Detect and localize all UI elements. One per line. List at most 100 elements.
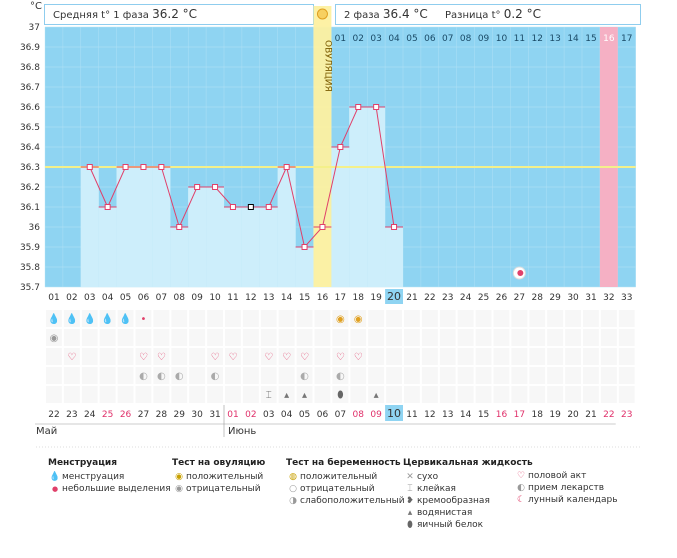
legend-label: небольшие выделения bbox=[62, 484, 171, 494]
temperature-point bbox=[122, 164, 129, 170]
symptom-cell bbox=[493, 310, 510, 327]
symptom-cell bbox=[421, 348, 438, 365]
date-label: 25 bbox=[102, 410, 113, 420]
symptom-cell bbox=[493, 329, 510, 346]
phase2-summary: 2 фаза 36.4 °C Разница t° 0.2 °C bbox=[335, 4, 641, 25]
egg-white-icon: ⬮ bbox=[407, 520, 413, 530]
date-label: 28 bbox=[156, 410, 168, 420]
symptom-cell bbox=[260, 329, 277, 346]
symptom-cell bbox=[475, 386, 492, 403]
heart-icon: ♡ bbox=[139, 352, 148, 363]
egg-white-icon: ⬮ bbox=[337, 390, 343, 401]
symptom-cell bbox=[600, 329, 617, 346]
temperature-bar bbox=[259, 207, 278, 287]
phase1-value: 36.2 °C bbox=[152, 7, 198, 21]
legend-label: сухо bbox=[417, 472, 439, 482]
temperature-point bbox=[265, 204, 272, 210]
cycle-day-label: 16 bbox=[317, 293, 329, 303]
symptom-cell bbox=[583, 348, 599, 365]
temperature-point bbox=[176, 224, 183, 230]
legend-label: положительный bbox=[300, 472, 378, 482]
date-label: 13 bbox=[442, 410, 453, 420]
symptom-cell bbox=[404, 367, 420, 384]
symptom-cell bbox=[600, 367, 617, 384]
symptom-cell bbox=[547, 386, 564, 403]
legend-item: ✕ сухо bbox=[403, 471, 533, 483]
watery-icon: ▴ bbox=[374, 390, 379, 401]
cycle-day-label: 26 bbox=[496, 293, 508, 303]
temperature-bar bbox=[349, 107, 368, 287]
symptom-cell bbox=[439, 348, 456, 365]
symptom-cell bbox=[171, 329, 188, 346]
symptom-cell bbox=[207, 367, 223, 384]
menstruation-icon: 💧 bbox=[48, 312, 60, 325]
legend-cervical: Цервикальная жидкость ✕ сухо ⌶ клейкая ❥ кр… bbox=[403, 458, 533, 531]
symptom-cell bbox=[600, 310, 617, 327]
symptom-cell bbox=[332, 367, 349, 384]
temperature-point bbox=[140, 164, 147, 170]
symptom-cell bbox=[296, 310, 313, 327]
symptom-cell bbox=[565, 348, 581, 365]
phase2-day-label: 02 bbox=[353, 34, 364, 44]
symptom-cell bbox=[350, 348, 367, 365]
symptom-cell bbox=[314, 348, 331, 365]
temperature-point bbox=[229, 204, 236, 210]
symptom-cell bbox=[457, 367, 474, 384]
symptom-cell bbox=[81, 348, 98, 365]
symptom-cell bbox=[529, 348, 546, 365]
symptom-cell bbox=[547, 367, 564, 384]
legend-title: Цервикальная жидкость bbox=[403, 458, 533, 468]
symptom-cell bbox=[135, 367, 152, 384]
phase2-day-label: 03 bbox=[370, 34, 381, 44]
cycle-day-label: 14 bbox=[281, 293, 293, 303]
legend-label: половой акт bbox=[528, 471, 587, 481]
symptom-cell bbox=[81, 367, 98, 384]
phase2-label: 2 фаза bbox=[344, 10, 380, 21]
y-tick-label: 36.3 bbox=[20, 163, 40, 173]
cycle-day-label: 13 bbox=[263, 293, 274, 303]
symptom-cell bbox=[350, 386, 367, 403]
pill-icon: ◐ bbox=[139, 371, 148, 382]
phase2-day-label: 11 bbox=[514, 34, 525, 44]
phase2-value: 36.4 °C bbox=[382, 7, 428, 21]
phase2-day-label: 08 bbox=[460, 34, 472, 44]
creamy-icon: ❥ bbox=[406, 496, 414, 506]
temperature-bar bbox=[224, 207, 242, 287]
preg-positive-icon: ◍ bbox=[289, 472, 297, 482]
cycle-day-label: 32 bbox=[603, 293, 614, 303]
symptom-cell bbox=[189, 310, 206, 327]
date-label: 21 bbox=[585, 410, 596, 420]
ovulation-positive-icon: ◉ bbox=[354, 314, 363, 325]
date-label: 15 bbox=[478, 410, 489, 420]
temperature-point bbox=[391, 224, 398, 230]
date-label: 18 bbox=[532, 410, 544, 420]
symptom-cell bbox=[278, 367, 295, 384]
symptom-cell bbox=[189, 329, 206, 346]
symptom-cell bbox=[583, 329, 599, 346]
phase2-day-label: 04 bbox=[388, 34, 400, 44]
date-label: 26 bbox=[120, 410, 132, 420]
symptom-cell bbox=[63, 386, 80, 403]
heart-icon: ♡ bbox=[211, 352, 220, 363]
symptom-cell bbox=[457, 386, 474, 403]
symptom-cell bbox=[99, 386, 116, 403]
symptom-cell bbox=[171, 348, 188, 365]
temperature-bar bbox=[277, 167, 296, 287]
symptom-cell bbox=[332, 329, 349, 346]
cycle-day-label: 06 bbox=[138, 293, 150, 303]
legend-other: ♡ половой акт ◐ прием лекарств ☾ лунный кал… bbox=[514, 470, 618, 506]
date-label: 09 bbox=[370, 410, 382, 420]
symptom-cell bbox=[511, 310, 528, 327]
legend-label: лунный календарь bbox=[528, 495, 618, 505]
symptom-cell bbox=[135, 348, 152, 365]
symptom-cell bbox=[242, 329, 259, 346]
temperature-point bbox=[194, 184, 201, 190]
heart-icon: ♡ bbox=[354, 352, 363, 363]
heart-icon: ♡ bbox=[282, 352, 291, 363]
symptom-cell bbox=[99, 367, 116, 384]
symptom-cell bbox=[332, 310, 349, 327]
date-label: 03 bbox=[263, 410, 274, 420]
symptom-cell bbox=[475, 367, 492, 384]
